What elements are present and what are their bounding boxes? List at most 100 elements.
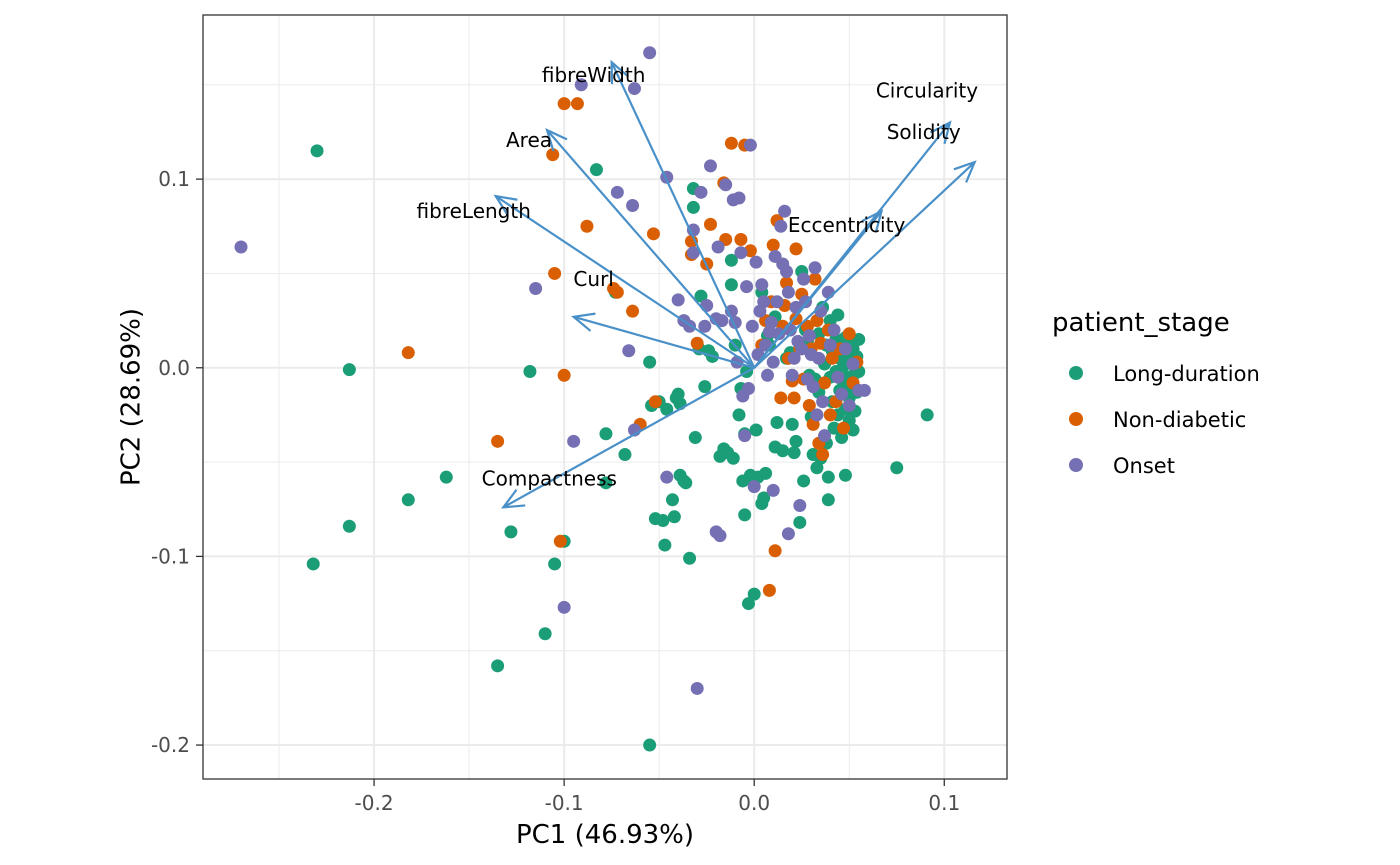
- point-long-duration: [890, 461, 903, 474]
- point-onset: [740, 280, 753, 293]
- point-onset: [643, 46, 656, 59]
- point-onset: [831, 371, 844, 384]
- point-long-duration: [738, 508, 751, 521]
- point-non-diabetic: [571, 97, 584, 110]
- point-onset: [774, 220, 787, 233]
- point-long-duration: [666, 493, 679, 506]
- point-long-duration: [790, 435, 803, 448]
- point-onset: [812, 352, 825, 365]
- point-onset: [529, 282, 542, 295]
- point-non-diabetic: [558, 97, 571, 110]
- point-onset: [712, 241, 725, 254]
- point-non-diabetic: [691, 337, 704, 350]
- arrow-label-circularity: Circularity: [876, 79, 978, 103]
- arrow-label-area: Area: [506, 128, 552, 152]
- y-tick-label: 0.1: [158, 167, 190, 191]
- point-onset: [733, 191, 746, 204]
- point-non-diabetic: [580, 220, 593, 233]
- point-onset: [809, 261, 822, 274]
- x-tick-label: -0.2: [355, 791, 394, 815]
- point-non-diabetic: [769, 544, 782, 557]
- point-onset: [734, 246, 747, 259]
- point-long-duration: [786, 418, 799, 431]
- point-non-diabetic: [843, 327, 856, 340]
- point-onset: [828, 324, 841, 337]
- point-onset: [765, 316, 778, 329]
- point-onset: [843, 399, 856, 412]
- point-non-diabetic: [558, 369, 571, 382]
- point-onset: [847, 357, 860, 370]
- point-long-duration: [548, 557, 561, 570]
- point-non-diabetic: [788, 391, 801, 404]
- point-long-duration: [658, 539, 671, 552]
- point-onset: [793, 499, 806, 512]
- point-onset: [839, 342, 852, 355]
- point-non-diabetic: [725, 137, 738, 150]
- point-non-diabetic: [554, 535, 567, 548]
- point-onset: [694, 186, 707, 199]
- point-long-duration: [921, 408, 934, 421]
- legend-label-non-diabetic: Non-diabetic: [1113, 408, 1246, 432]
- x-tick-label: -0.1: [545, 791, 584, 815]
- point-onset: [748, 480, 761, 493]
- point-onset: [761, 369, 774, 382]
- point-long-duration: [793, 516, 806, 529]
- point-long-duration: [725, 278, 738, 291]
- x-tick-label: 0.0: [738, 791, 770, 815]
- point-non-diabetic: [767, 239, 780, 252]
- point-long-duration: [440, 471, 453, 484]
- point-long-duration: [668, 510, 681, 523]
- point-onset: [713, 529, 726, 542]
- point-long-duration: [797, 474, 810, 487]
- x-axis-title: PC1 (46.93%): [516, 820, 694, 850]
- point-long-duration: [839, 469, 852, 482]
- point-non-diabetic: [790, 242, 803, 255]
- point-long-duration: [831, 308, 844, 321]
- point-long-duration: [687, 201, 700, 214]
- point-onset: [235, 241, 248, 254]
- y-tick-label: 0.0: [158, 356, 190, 380]
- point-non-diabetic: [491, 435, 504, 448]
- point-onset: [700, 299, 713, 312]
- point-long-duration: [590, 163, 603, 176]
- point-long-duration: [759, 467, 772, 480]
- point-onset: [824, 339, 837, 352]
- point-onset: [835, 388, 848, 401]
- point-non-diabetic: [774, 391, 787, 404]
- point-long-duration: [733, 408, 746, 421]
- point-long-duration: [788, 446, 801, 459]
- y-tick-label: -0.2: [151, 733, 190, 757]
- point-long-duration: [822, 471, 835, 484]
- arrow-label-compactness: Compactness: [482, 466, 617, 490]
- legend-title: patient_stage: [1052, 308, 1230, 338]
- point-onset: [816, 395, 829, 408]
- point-long-duration: [727, 452, 740, 465]
- point-long-duration: [679, 476, 692, 489]
- point-non-diabetic: [649, 395, 662, 408]
- legend-key-non-diabetic: [1069, 412, 1083, 426]
- y-tick-label: -0.1: [151, 544, 190, 568]
- point-onset: [782, 286, 795, 299]
- point-long-duration: [343, 520, 356, 533]
- point-long-duration: [618, 448, 631, 461]
- point-onset: [818, 429, 831, 442]
- point-long-duration: [822, 493, 835, 506]
- point-onset: [691, 682, 704, 695]
- point-onset: [767, 484, 780, 497]
- y-axis-title: PC2 (28.69%): [117, 308, 147, 486]
- point-onset: [622, 344, 635, 357]
- point-non-diabetic: [824, 408, 837, 421]
- point-onset: [786, 369, 799, 382]
- point-long-duration: [311, 144, 324, 157]
- point-non-diabetic: [837, 422, 850, 435]
- point-onset: [755, 278, 768, 291]
- point-long-duration: [689, 431, 702, 444]
- point-onset: [626, 199, 639, 212]
- legend-key-onset: [1069, 458, 1083, 472]
- point-long-duration: [643, 356, 656, 369]
- legend-label-onset: Onset: [1113, 454, 1175, 478]
- point-non-diabetic: [704, 218, 717, 231]
- point-long-duration: [539, 627, 552, 640]
- point-non-diabetic: [809, 273, 822, 286]
